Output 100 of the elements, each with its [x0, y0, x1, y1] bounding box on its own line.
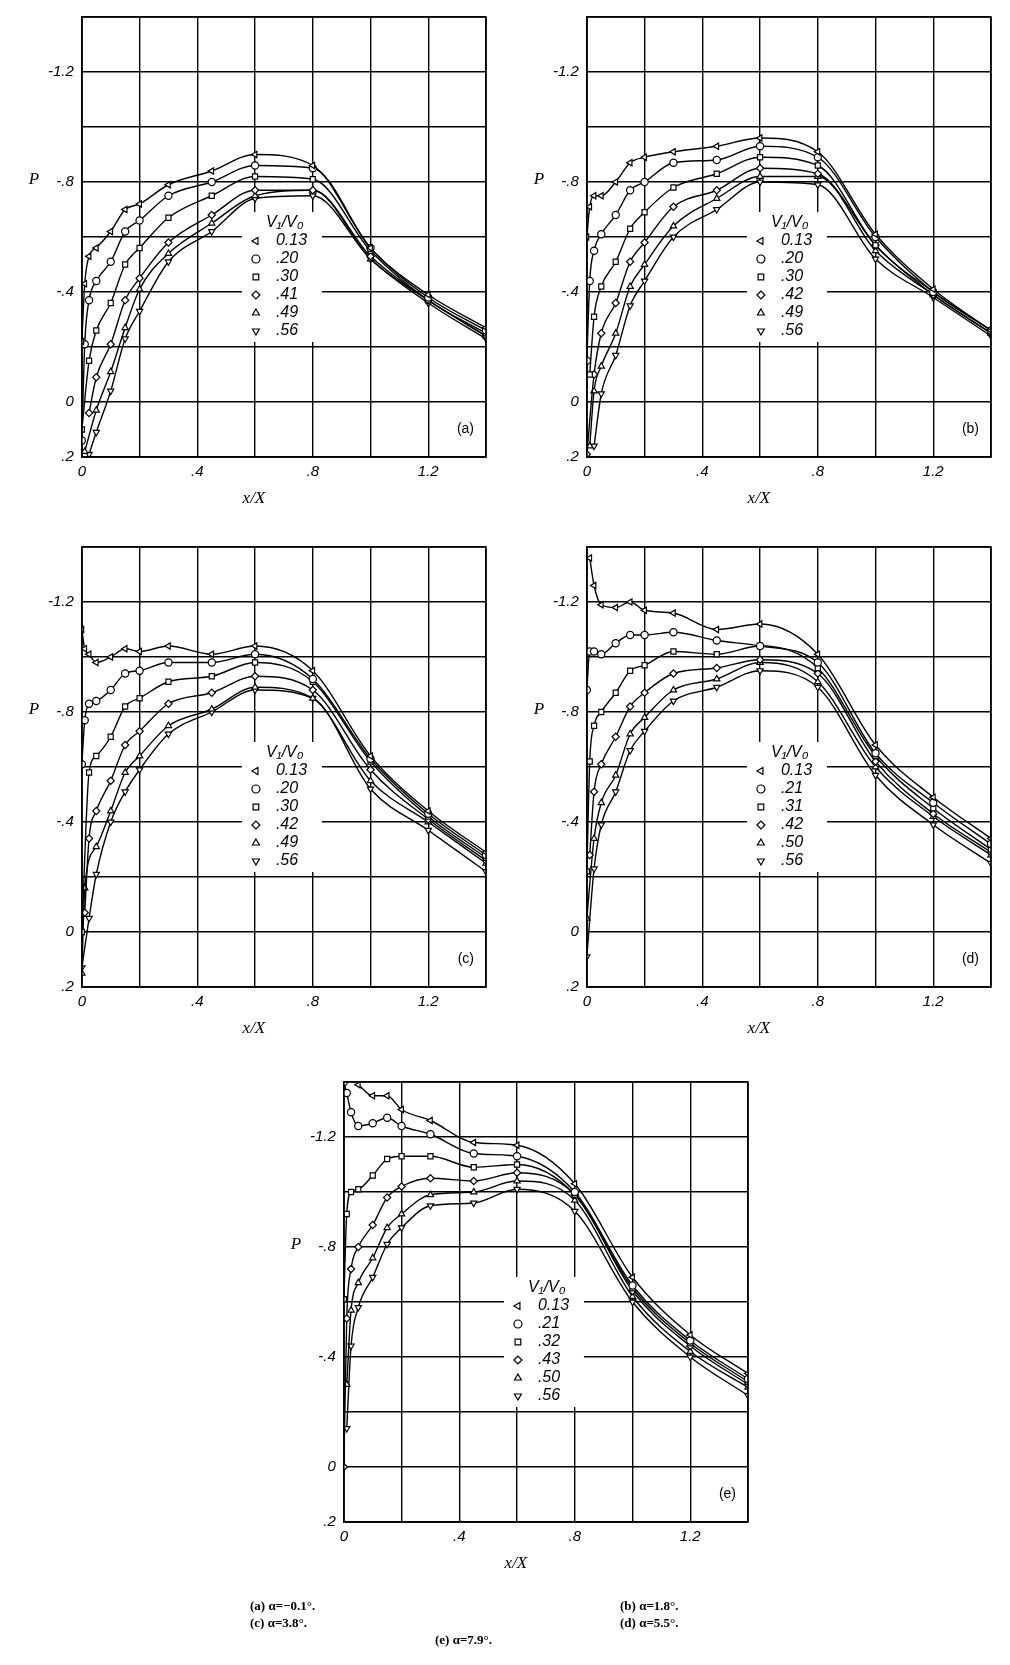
- y-tick-label: -1.2: [552, 592, 580, 610]
- x-tick-label: 1.2: [417, 462, 440, 480]
- annotation: (d): [961, 949, 979, 966]
- x-tick-label: 0: [582, 462, 592, 480]
- text: (a) α=−0.1°.: [250, 1598, 316, 1614]
- y-tick-label: -.4: [56, 282, 74, 300]
- legend-title: V₁/V₀: [527, 1278, 566, 1296]
- x-tick-label: .8: [306, 462, 320, 480]
- legend-label: 0.13: [275, 231, 308, 249]
- y-tick-label: -1.2: [309, 1127, 337, 1145]
- annotation: (e): [718, 1484, 736, 1501]
- x-axis-title: x/X: [503, 1553, 528, 1573]
- x-tick-label: 1.2: [679, 1527, 702, 1545]
- x-tick-label: .4: [696, 462, 709, 480]
- y-tick-label: -.8: [56, 172, 75, 190]
- x-axis-title: x/X: [746, 488, 771, 508]
- annotation: (b): [961, 419, 979, 436]
- legend-label: .31: [780, 797, 804, 815]
- y-tick-label: -.8: [561, 702, 580, 720]
- legend-label: .43: [537, 1350, 561, 1368]
- y-tick-label: -.4: [56, 812, 74, 830]
- y-tick-label: 0: [65, 922, 75, 940]
- y-tick-label: -.4: [561, 812, 579, 830]
- legend-label: 0.13: [780, 761, 813, 779]
- text: (d) α=5.5°.: [620, 1615, 679, 1631]
- legend-label: .50: [780, 833, 804, 851]
- legend-label: .32: [537, 1332, 561, 1350]
- x-tick-label: .4: [191, 992, 204, 1010]
- text: (e) α=7.9°.: [435, 1632, 493, 1648]
- x-tick-label: .4: [453, 1527, 466, 1545]
- legend-label: 0.13: [275, 761, 308, 779]
- y-tick-label: 0: [570, 392, 580, 410]
- x-axis-title: x/X: [241, 1018, 266, 1038]
- y-tick-label: .2: [61, 977, 75, 995]
- x-tick-label: .4: [696, 992, 709, 1010]
- annotation: (a): [456, 419, 474, 436]
- legend-label: .20: [275, 779, 299, 797]
- legend-label: .50: [537, 1368, 561, 1386]
- y-tick-label: -1.2: [47, 592, 75, 610]
- legend-label: .42: [780, 285, 804, 303]
- legend-title: V₁/V₀: [770, 743, 809, 761]
- y-tick-label: -.8: [56, 702, 75, 720]
- y-tick-label: -1.2: [47, 62, 75, 80]
- legend-label: .56: [780, 321, 804, 339]
- legend-label: .30: [275, 267, 299, 285]
- x-tick-label: 0: [77, 462, 87, 480]
- x-tick-label: .8: [811, 462, 825, 480]
- legend-label: .56: [275, 851, 299, 869]
- y-tick-label: 0: [570, 922, 580, 940]
- text: (b) α=1.8°.: [620, 1598, 679, 1614]
- y-axis-title: P: [27, 699, 40, 719]
- y-tick-label: .2: [61, 447, 75, 465]
- x-tick-label: 1.2: [417, 992, 440, 1010]
- y-tick-label: -1.2: [552, 62, 580, 80]
- x-axis-title: x/X: [241, 488, 266, 508]
- y-axis-title: P: [532, 169, 545, 189]
- y-axis-title: P: [289, 1234, 302, 1254]
- legend-label: .21: [537, 1314, 561, 1332]
- x-tick-label: 1.2: [922, 462, 945, 480]
- x-axis-title: x/X: [746, 1018, 771, 1038]
- legend-label: .56: [780, 851, 804, 869]
- legend-label: .42: [275, 815, 299, 833]
- x-tick-label: .8: [811, 992, 825, 1010]
- y-tick-label: 0: [327, 1457, 337, 1475]
- annotation: (c): [457, 949, 474, 966]
- y-tick-label: .2: [566, 447, 580, 465]
- y-tick-label: -.8: [318, 1237, 337, 1255]
- x-tick-label: .8: [306, 992, 320, 1010]
- legend-title: V₁/V₀: [265, 213, 304, 231]
- y-tick-label: -.8: [561, 172, 580, 190]
- legend-label: .49: [275, 303, 299, 321]
- legend-label: .42: [780, 815, 804, 833]
- legend-label: 0.13: [537, 1296, 570, 1314]
- legend-label: .21: [780, 779, 804, 797]
- y-axis-title: P: [532, 699, 545, 719]
- x-tick-label: .8: [568, 1527, 582, 1545]
- y-tick-label: -.4: [561, 282, 579, 300]
- y-tick-label: 0: [65, 392, 75, 410]
- x-tick-label: 0: [77, 992, 87, 1010]
- text: (c) α=3.8°.: [250, 1615, 308, 1631]
- legend-label: .20: [275, 249, 299, 267]
- legend-label: .56: [275, 321, 299, 339]
- y-tick-label: .2: [323, 1512, 337, 1530]
- legend-title: V₁/V₀: [265, 743, 304, 761]
- x-tick-label: 0: [339, 1527, 349, 1545]
- legend-label: .41: [275, 285, 299, 303]
- legend-label: .30: [275, 797, 299, 815]
- x-tick-label: 1.2: [922, 992, 945, 1010]
- legend-title: V₁/V₀: [770, 213, 809, 231]
- legend-label: .30: [780, 267, 804, 285]
- x-tick-label: .4: [191, 462, 204, 480]
- legend-label: 0.13: [780, 231, 813, 249]
- legend-label: .49: [275, 833, 299, 851]
- y-tick-label: .2: [566, 977, 580, 995]
- legend-label: .20: [780, 249, 804, 267]
- legend-label: .49: [780, 303, 804, 321]
- y-axis-title: P: [27, 169, 40, 189]
- y-tick-label: -.4: [318, 1347, 336, 1365]
- legend-label: .56: [537, 1386, 561, 1404]
- x-tick-label: 0: [582, 992, 592, 1010]
